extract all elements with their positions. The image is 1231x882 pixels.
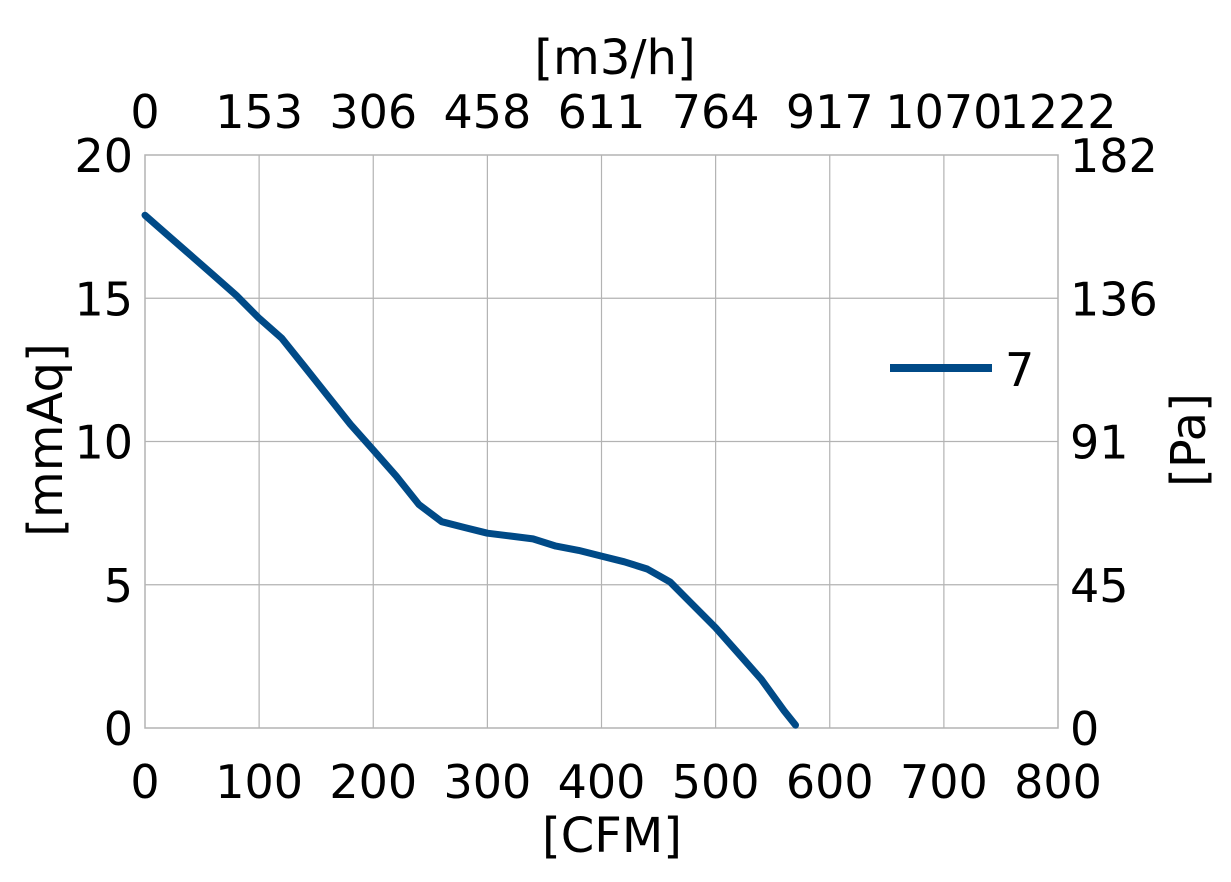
x-tick-label: 0 xyxy=(130,755,159,809)
x2-tick-label: 1222 xyxy=(999,85,1116,139)
y-tick-label: 10 xyxy=(74,416,133,470)
legend: 7 xyxy=(890,343,1034,397)
y-axis-left: 0 5 10 15 20 xyxy=(74,129,133,756)
y2-tick-label: 136 xyxy=(1070,272,1158,326)
x2-tick-label: 611 xyxy=(558,85,646,139)
x2-tick-label: 0 xyxy=(130,85,159,139)
x-tick-label: 100 xyxy=(215,755,303,809)
plot-area-border xyxy=(144,154,1059,729)
y2-tick-label: 91 xyxy=(1070,416,1129,470)
y2-axis-label: [Pa] xyxy=(1161,393,1217,487)
x2-tick-label: 306 xyxy=(329,85,417,139)
x2-tick-label: 458 xyxy=(443,85,531,139)
y-axis-right: 0 45 91 136 182 xyxy=(1070,129,1158,756)
x-tick-label: 300 xyxy=(443,755,531,809)
x2-axis-label: [m3/h] xyxy=(534,30,695,86)
x-tick-label: 800 xyxy=(1014,755,1102,809)
x-tick-label: 200 xyxy=(329,755,417,809)
y-tick-label: 5 xyxy=(104,559,133,613)
x2-tick-label: 1070 xyxy=(885,85,1002,139)
grid xyxy=(145,155,1058,728)
y2-tick-label: 0 xyxy=(1070,702,1099,756)
x2-tick-label: 153 xyxy=(215,85,303,139)
x2-tick-label: 917 xyxy=(786,85,874,139)
y-tick-label: 20 xyxy=(74,129,133,183)
x-tick-label: 500 xyxy=(672,755,760,809)
legend-label: 7 xyxy=(1005,343,1034,397)
x-tick-label: 600 xyxy=(786,755,874,809)
y-tick-label: 0 xyxy=(104,702,133,756)
y-axis-label: [mmAq] xyxy=(18,343,74,536)
y2-tick-label: 45 xyxy=(1070,559,1129,613)
x-axis-bottom: 0 100 200 300 400 500 600 700 800 xyxy=(130,755,1102,809)
x-tick-label: 400 xyxy=(558,755,646,809)
series-line xyxy=(141,211,799,729)
y-tick-label: 15 xyxy=(74,272,133,326)
x-axis-label: [CFM] xyxy=(542,808,682,864)
series-layer xyxy=(141,211,799,729)
y2-tick-label: 182 xyxy=(1070,129,1158,183)
x-tick-label: 700 xyxy=(900,755,988,809)
x2-tick-label: 764 xyxy=(672,85,760,139)
